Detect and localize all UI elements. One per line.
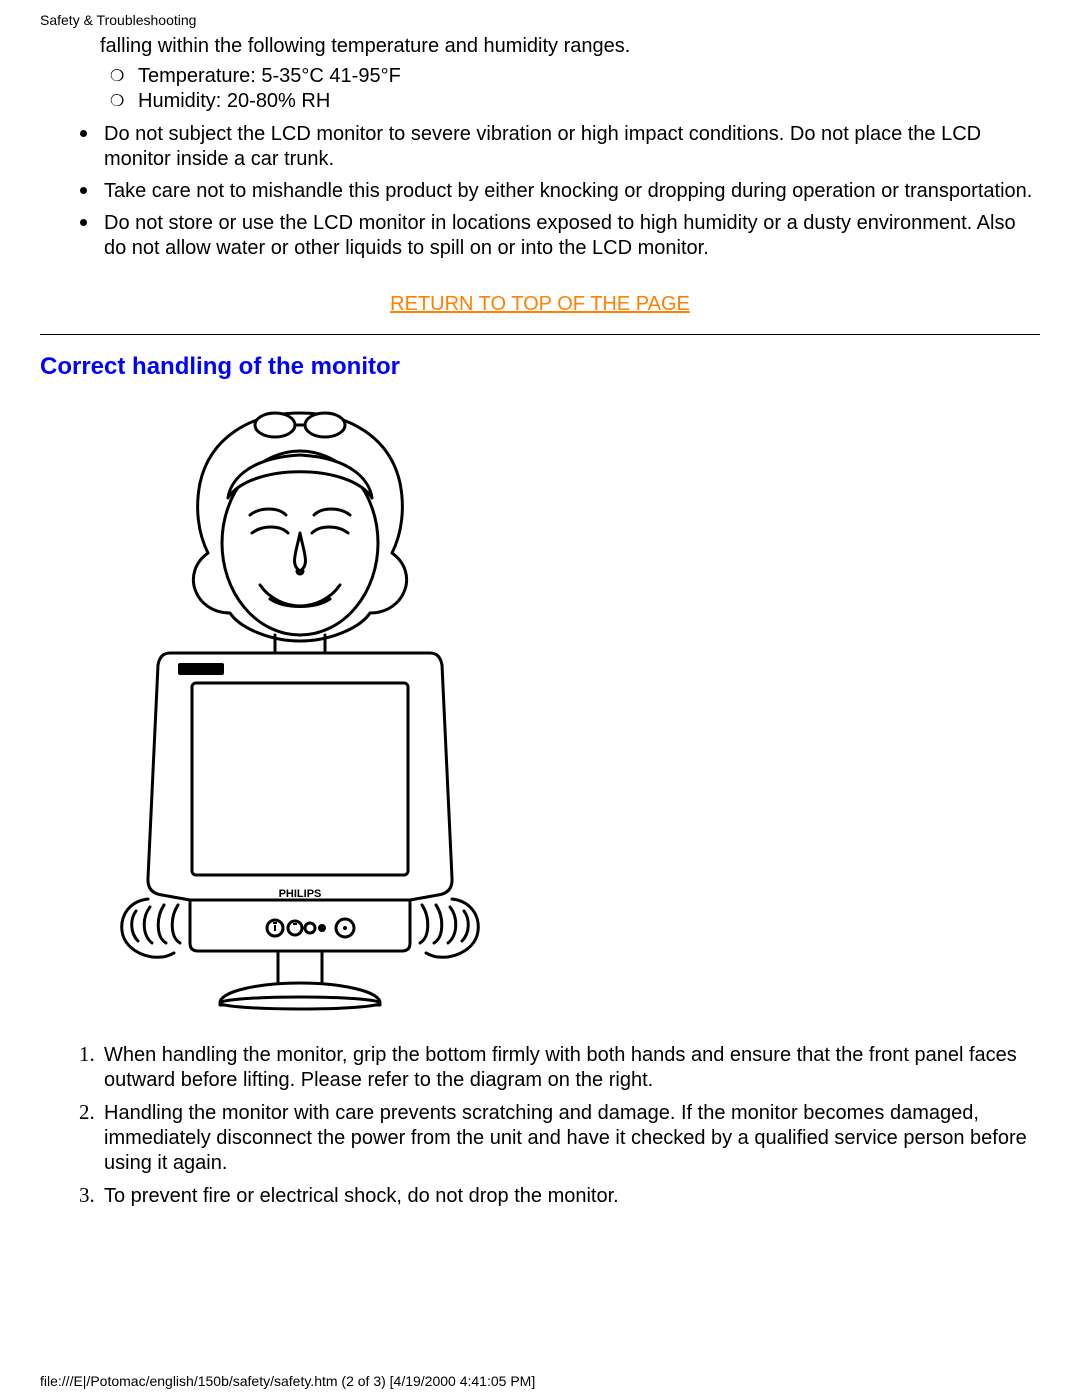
- section-divider: [40, 334, 1040, 335]
- list-item: To prevent fire or electrical shock, do …: [100, 1182, 1040, 1209]
- section-heading: Correct handling of the monitor: [40, 353, 1040, 381]
- list-item: Take care not to mishandle this product …: [100, 176, 1040, 204]
- return-to-top-link[interactable]: RETURN TO TOP OF THE PAGE: [40, 293, 1040, 316]
- footer-file-path: file:///E|/Potomac/english/150b/safety/s…: [40, 1373, 535, 1389]
- list-item: Handling the monitor with care prevents …: [100, 1099, 1040, 1176]
- page-container: Safety & Troubleshooting falling within …: [0, 0, 1080, 1397]
- list-item: Humidity: 20-80% RH: [110, 90, 1040, 113]
- list-item: Do not store or use the LCD monitor in l…: [100, 208, 1040, 261]
- list-item: When handling the monitor, grip the bott…: [100, 1041, 1040, 1093]
- lead-line: falling within the following temperature…: [100, 34, 1040, 59]
- sub-spec-list: Temperature: 5-35°C 41-95°F Humidity: 20…: [40, 65, 1040, 113]
- breadcrumb: Safety & Troubleshooting: [40, 12, 1040, 28]
- list-item: Temperature: 5-35°C 41-95°F: [110, 65, 1040, 88]
- list-item: Do not subject the LCD monitor to severe…: [100, 119, 1040, 172]
- handling-illustration: PHILIPS: [100, 403, 500, 1013]
- warnings-list: Do not subject the LCD monitor to severe…: [70, 119, 1040, 261]
- monitor-brand-label: PHILIPS: [279, 888, 322, 900]
- handling-steps: When handling the monitor, grip the bott…: [70, 1041, 1040, 1209]
